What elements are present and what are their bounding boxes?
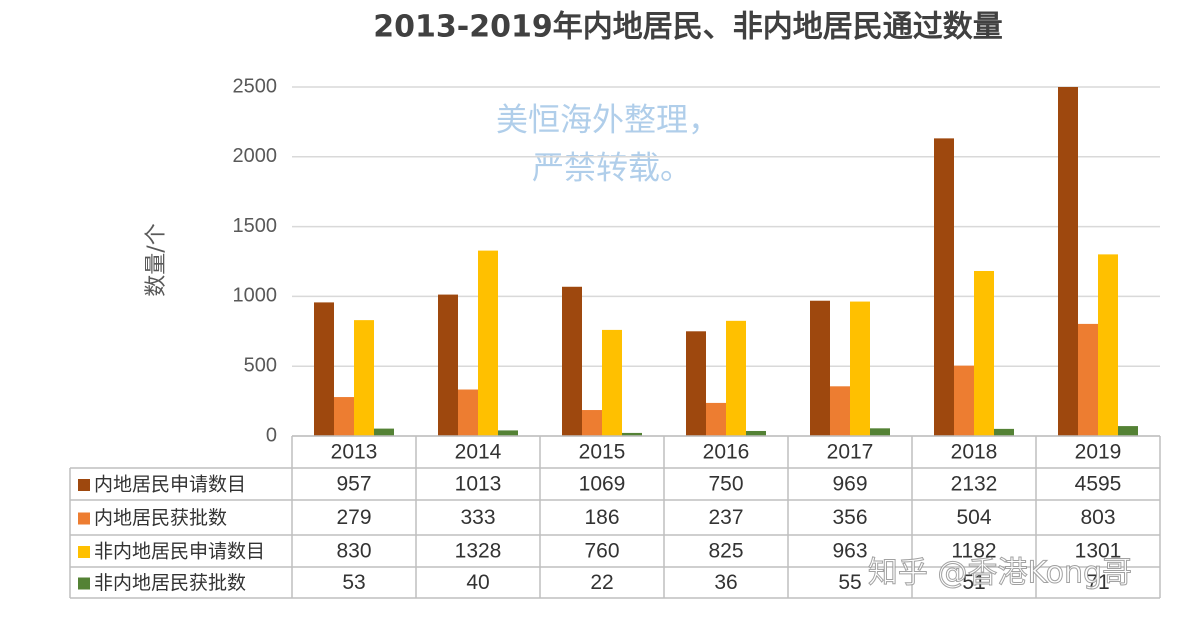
table-cell: 1013 bbox=[455, 473, 502, 496]
legend-label: 非内地居民申请数目 bbox=[94, 541, 265, 563]
legend-swatch bbox=[78, 479, 90, 491]
bar bbox=[810, 300, 830, 436]
bar bbox=[870, 428, 890, 436]
table-cell: 957 bbox=[336, 473, 371, 496]
watermark: 严禁转载。 bbox=[532, 149, 692, 187]
table-cell: 2132 bbox=[951, 473, 998, 496]
bar bbox=[974, 270, 994, 436]
table-cell: 237 bbox=[708, 506, 743, 529]
table-cell: 55 bbox=[838, 571, 861, 594]
table-cell: 1301 bbox=[1075, 540, 1122, 563]
bar bbox=[746, 430, 766, 436]
x-tick-label: 2019 bbox=[1075, 441, 1122, 464]
legend-swatch bbox=[78, 546, 90, 558]
bar bbox=[686, 331, 706, 436]
table-cell: 22 bbox=[590, 571, 613, 594]
table-cell: 803 bbox=[1080, 506, 1115, 529]
bar bbox=[438, 294, 458, 436]
bar bbox=[582, 410, 602, 436]
table-cell: 1328 bbox=[455, 540, 502, 563]
y-tick-label: 2000 bbox=[233, 145, 278, 167]
chart-title: 2013-2019年内地居民、非内地居民通过数量 bbox=[373, 10, 1002, 45]
table-cell: 830 bbox=[336, 540, 371, 563]
table-cell: 963 bbox=[832, 540, 867, 563]
bar bbox=[478, 250, 498, 436]
bar bbox=[562, 286, 582, 436]
x-tick-label: 2017 bbox=[827, 441, 874, 464]
table-cell: 969 bbox=[832, 473, 867, 496]
x-tick-label: 2015 bbox=[579, 441, 626, 464]
bar bbox=[1098, 254, 1118, 436]
bar bbox=[706, 402, 726, 436]
table-cell: 36 bbox=[714, 571, 737, 594]
bar bbox=[458, 389, 478, 436]
y-tick-label: 0 bbox=[266, 424, 277, 446]
y-axis-label: 数量/个 bbox=[144, 223, 169, 296]
table-cell: 71 bbox=[1086, 571, 1109, 594]
legend-label: 非内地居民获批数 bbox=[94, 572, 246, 594]
y-tick-label: 2500 bbox=[233, 75, 278, 97]
bar bbox=[498, 430, 518, 436]
bar bbox=[1078, 323, 1098, 436]
y-tick-label: 1500 bbox=[233, 215, 278, 237]
legend-swatch bbox=[78, 512, 90, 525]
table-cell: 40 bbox=[466, 571, 489, 594]
x-tick-label: 2016 bbox=[703, 441, 750, 464]
bar bbox=[850, 301, 870, 436]
table-cell: 186 bbox=[584, 506, 619, 529]
table-cell: 333 bbox=[460, 506, 495, 529]
table-cell: 760 bbox=[584, 540, 619, 563]
table-cell: 504 bbox=[956, 506, 991, 529]
bars bbox=[314, 87, 1138, 436]
table-cell: 1069 bbox=[579, 473, 626, 496]
bar bbox=[354, 320, 374, 436]
bar bbox=[830, 386, 850, 436]
x-tick-label: 2013 bbox=[331, 441, 378, 464]
bar bbox=[1058, 87, 1078, 436]
table-cell: 53 bbox=[342, 571, 365, 594]
watermark: 知乎 @香港Kong哥 bbox=[868, 556, 1132, 591]
x-tick-label: 2018 bbox=[951, 441, 998, 464]
bar bbox=[994, 428, 1014, 436]
bar bbox=[726, 320, 746, 436]
table-cell: 825 bbox=[708, 540, 743, 563]
bar bbox=[602, 329, 622, 436]
legend-label: 内地居民申请数目 bbox=[94, 474, 246, 496]
bar bbox=[334, 397, 354, 436]
bar bbox=[954, 365, 974, 436]
table-cell: 750 bbox=[708, 473, 743, 496]
table-cell: 356 bbox=[832, 506, 867, 529]
legend-swatch bbox=[78, 577, 90, 590]
bar bbox=[374, 428, 394, 436]
bar bbox=[314, 302, 334, 436]
y-tick-label: 1000 bbox=[233, 285, 278, 307]
watermark: 美恒海外整理， bbox=[496, 101, 720, 139]
y-tick-label: 500 bbox=[244, 354, 277, 376]
table-cell: 4595 bbox=[1075, 473, 1122, 496]
table-cell: 279 bbox=[336, 506, 371, 529]
bar bbox=[1118, 426, 1138, 436]
x-tick-label: 2014 bbox=[455, 441, 502, 464]
table-cell: 1182 bbox=[951, 540, 996, 563]
bar bbox=[622, 432, 642, 436]
table-cell: 51 bbox=[962, 571, 985, 594]
bar bbox=[934, 138, 954, 436]
legend-label: 内地居民获批数 bbox=[94, 507, 227, 529]
